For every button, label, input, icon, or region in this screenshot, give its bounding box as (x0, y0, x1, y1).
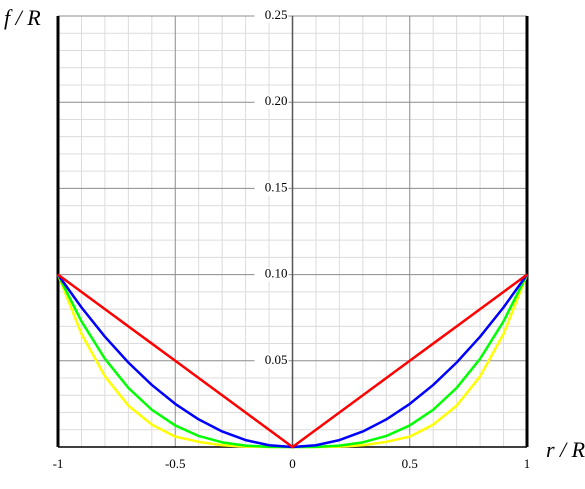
y-tick-label: 0.05 (265, 352, 288, 367)
y-tick-label: 0.25 (265, 7, 288, 22)
label-bg (254, 9, 289, 23)
x-tick-label: -1 (53, 456, 64, 471)
label-bg (254, 267, 289, 282)
x-tick-label: -0.5 (165, 456, 186, 471)
x-tick-label: 0 (289, 456, 296, 471)
x-axis-label: r / R (546, 437, 585, 462)
x-tick-label: 1 (524, 456, 531, 471)
y-tick-label: 0.15 (265, 179, 288, 194)
y-axis-label: f / R (4, 5, 41, 30)
y-tick-label: 0.20 (265, 93, 288, 108)
label-bg (254, 95, 289, 110)
y-tick-label: 0.10 (265, 266, 288, 281)
series-line (57, 273, 528, 449)
label-bg (254, 353, 289, 368)
label-bg (254, 181, 289, 196)
x-tick-label: 0.5 (402, 456, 418, 471)
